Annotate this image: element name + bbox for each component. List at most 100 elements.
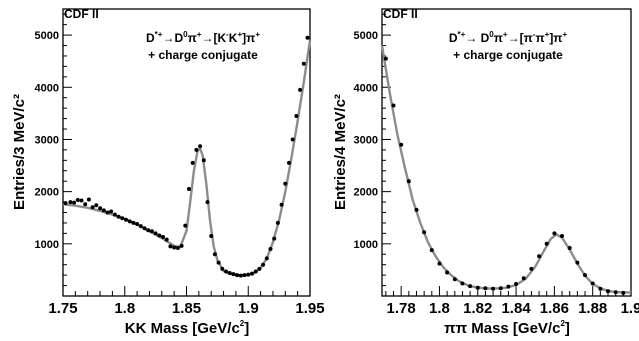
- data-point: [475, 285, 480, 290]
- y-tick-label: 3000: [35, 134, 59, 146]
- data-point: [146, 228, 151, 233]
- x-tick-label: 1.8: [429, 300, 450, 317]
- data-point: [235, 273, 240, 278]
- plot-frame: [381, 8, 632, 297]
- data-point: [153, 231, 158, 236]
- data-point: [105, 210, 110, 215]
- annotation-superscript: -: [226, 30, 229, 39]
- x-axis-title: KK Mass [GeV/c2]: [125, 319, 250, 337]
- annotation-text: D: [146, 31, 155, 45]
- annotation-text: →D: [162, 31, 183, 45]
- fit-curve: [380, 45, 632, 294]
- data-point: [205, 200, 210, 205]
- data-point: [75, 198, 80, 202]
- data-point: [529, 266, 534, 271]
- data-point: [498, 286, 503, 291]
- data-point: [294, 114, 299, 118]
- x-axis-title-superscript: 2: [560, 319, 565, 328]
- x-tick-label: 1.9: [238, 300, 259, 317]
- data-point: [301, 61, 306, 66]
- data-point: [399, 142, 404, 147]
- data-point: [268, 247, 273, 251]
- data-point: [179, 243, 184, 248]
- data-point: [261, 262, 266, 267]
- data-point: [279, 202, 284, 207]
- data-point: [161, 235, 165, 239]
- data-point: [86, 197, 91, 202]
- data-point: [79, 198, 84, 203]
- annotation-superscript: 0: [183, 30, 188, 39]
- data-point: [575, 260, 580, 265]
- x-tick-label: 1.8: [114, 300, 135, 317]
- data-point: [142, 226, 147, 231]
- data-point: [135, 222, 140, 226]
- y-tick-label: 4000: [35, 82, 59, 94]
- x-axis-title-main: KK Mass [GeV/c: [125, 320, 240, 337]
- data-point: [94, 203, 99, 208]
- y-axis-title: Entries/3 MeV/c²: [11, 94, 28, 210]
- annotation-text: → D: [465, 31, 489, 45]
- annotation-decay-chain: D*+→D0π+→[K-K+]π+: [146, 30, 260, 45]
- data-point: [83, 202, 88, 207]
- annotation-text: π: [494, 31, 503, 45]
- data-point: [231, 272, 236, 277]
- x-axis-title-end: ]: [565, 320, 570, 337]
- fit-curve: [62, 40, 312, 277]
- annotation-superscript: +: [563, 30, 568, 39]
- data-point: [98, 206, 103, 211]
- x-tick-label: 1.88: [578, 300, 607, 317]
- data-point: [272, 236, 277, 241]
- x-axis-title-superscript: 2: [240, 319, 245, 328]
- experiment-label: CDF II: [64, 7, 99, 21]
- x-tick-label: 1.86: [540, 300, 569, 317]
- data-point: [194, 147, 199, 152]
- data-point: [598, 286, 603, 291]
- data-point: [468, 284, 473, 289]
- data-point: [621, 290, 626, 295]
- data-point: [157, 233, 162, 238]
- y-tick-label: 4000: [354, 82, 378, 94]
- data-point: [216, 260, 221, 265]
- annotation-superscript: +: [545, 30, 550, 39]
- x-tick-label: 1.75: [48, 300, 77, 317]
- data-point: [201, 158, 206, 163]
- data-point: [168, 244, 173, 249]
- data-point: [116, 214, 121, 219]
- data-point: [72, 200, 77, 205]
- data-point: [68, 200, 73, 205]
- data-point: [552, 231, 557, 236]
- annotation-superscript: +: [197, 30, 202, 39]
- annotation-text: D: [449, 31, 458, 45]
- data-point: [183, 223, 188, 228]
- data-point: [187, 187, 191, 191]
- data-point: [491, 286, 496, 291]
- y-tick-label: 1000: [35, 239, 59, 251]
- data-point: [567, 246, 572, 250]
- data-point: [613, 290, 618, 295]
- panel-1: CDF IID*+→D0π+→[K-K+]π++ charge conjugat…: [11, 7, 325, 337]
- annotation-text: ]π: [549, 31, 562, 45]
- experiment-label: CDF II: [383, 7, 418, 21]
- data-point: [172, 245, 177, 250]
- data-point: [537, 254, 542, 259]
- data-point: [246, 272, 251, 277]
- annotation-text: π: [535, 31, 544, 45]
- data-point: [521, 276, 526, 281]
- data-point: [383, 56, 388, 61]
- data-point: [583, 273, 587, 278]
- data-point: [460, 281, 465, 286]
- annotation-text: ]π: [242, 31, 255, 45]
- data-point: [149, 229, 154, 234]
- data-point: [544, 241, 549, 246]
- x-tick-label: 1.84: [501, 300, 531, 317]
- y-tick-label: 2000: [35, 187, 59, 199]
- annotation-superscript: -: [533, 30, 536, 39]
- x-tick-label: 1.85: [172, 300, 201, 317]
- data-point: [109, 209, 114, 214]
- x-axis-title: ππ Mass [GeV/c2]: [444, 319, 570, 337]
- data-point: [305, 35, 310, 40]
- x-tick-label: 1.9: [621, 300, 639, 317]
- annotation-superscript: +: [237, 30, 242, 39]
- data-point: [138, 224, 143, 229]
